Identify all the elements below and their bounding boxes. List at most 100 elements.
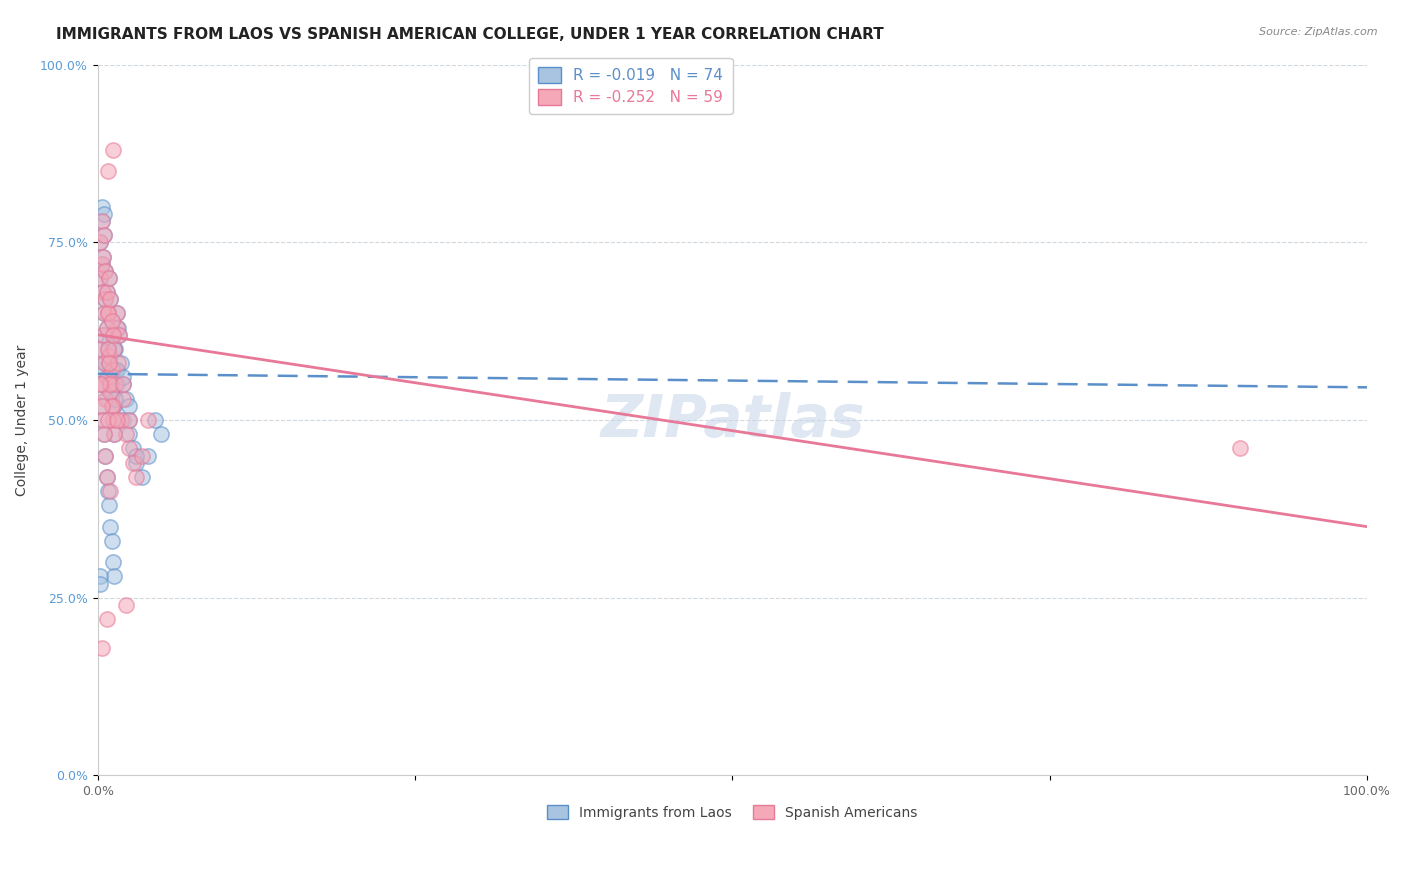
Point [100,519,122,533]
Point [96,285,118,299]
Point [100,292,122,306]
Point [90,342,112,356]
Point [101,413,124,427]
Point [98,271,121,285]
Point [100,533,122,548]
Point [122,456,145,470]
Point [98,356,121,370]
Point [97,164,120,178]
Y-axis label: College, Under 1 year: College, Under 1 year [15,344,30,496]
Point [90,214,112,228]
Point [98,499,121,513]
Point [104,342,127,356]
Point [100,377,122,392]
Point [100,384,122,399]
Point [97,342,120,356]
Point [90,399,112,413]
Point [91,327,114,342]
Point [94,292,117,306]
Point [90,377,112,392]
Point [103,569,125,583]
Point [89,576,111,591]
Point [91,413,114,427]
Point [100,313,122,327]
Point [114,427,136,442]
Point [112,377,135,392]
Point [105,306,128,320]
Point [93,306,115,320]
Point [97,342,120,356]
Point [91,285,114,299]
Point [94,449,117,463]
Point [94,356,117,370]
Point [118,442,141,456]
Point [103,399,125,413]
Point [90,257,112,271]
Point [89,569,111,583]
Point [103,427,125,442]
Point [93,228,115,243]
Point [89,271,111,285]
Point [112,392,135,406]
Point [101,143,124,157]
Point [110,413,132,427]
Point [93,427,115,442]
Point [93,356,115,370]
Point [94,449,117,463]
Point [138,449,160,463]
Point [112,370,135,384]
Point [104,363,127,377]
Point [1229,442,1251,456]
Point [91,377,114,392]
Point [93,327,115,342]
Point [100,363,122,377]
Point [97,306,120,320]
Point [89,377,111,392]
Point [97,306,120,320]
Point [89,271,111,285]
Point [101,399,124,413]
Point [105,363,128,377]
Point [100,384,122,399]
Point [108,327,131,342]
Point [110,356,132,370]
Point [89,377,111,392]
Point [97,370,120,384]
Point [90,214,112,228]
Point [97,413,120,427]
Point [105,413,128,427]
Point [93,306,115,320]
Point [114,598,136,612]
Point [90,399,112,413]
Point [94,292,117,306]
Point [96,470,118,484]
Point [101,327,124,342]
Text: ZIPatlas: ZIPatlas [600,392,865,449]
Point [100,484,122,499]
Point [97,484,120,499]
Point [105,377,128,392]
Point [100,377,122,392]
Point [105,306,128,320]
Point [96,320,118,334]
Point [125,456,148,470]
Point [131,470,153,484]
Point [107,320,129,334]
Point [101,413,124,427]
Point [100,313,122,327]
Point [90,200,112,214]
Point [125,449,148,463]
Point [98,349,121,363]
Point [103,342,125,356]
Point [91,250,114,264]
Point [101,327,124,342]
Point [96,320,118,334]
Point [98,356,121,370]
Point [101,555,124,569]
Point [96,370,118,384]
Point [125,470,148,484]
Point [89,342,111,356]
Point [90,640,112,655]
Point [103,342,125,356]
Point [112,377,135,392]
